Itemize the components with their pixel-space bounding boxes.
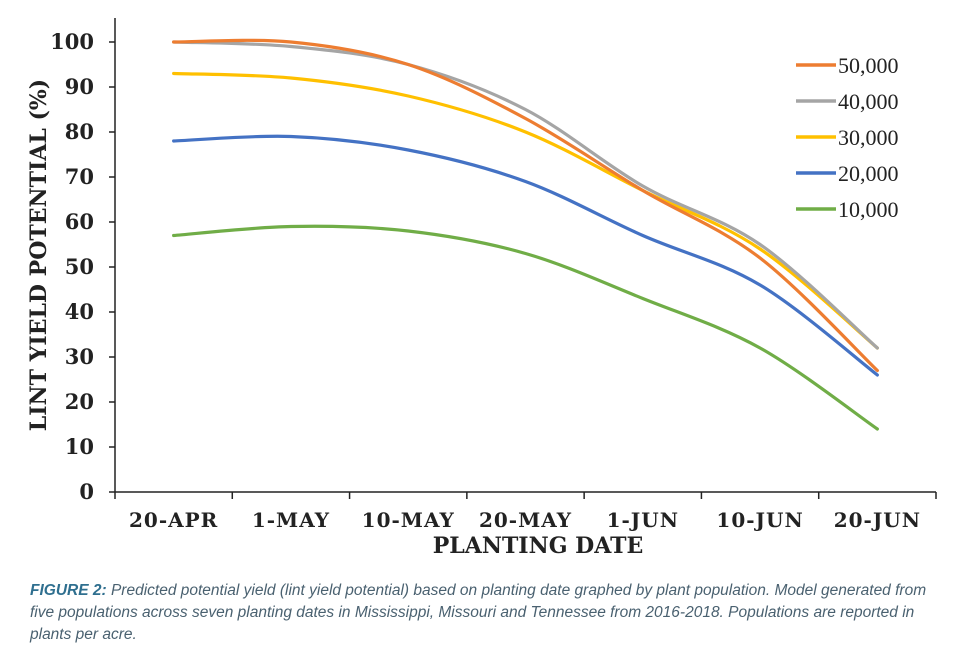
series-line-30000 xyxy=(172,71,879,350)
y-tick-label: 70 xyxy=(65,164,94,189)
y-tick-label: 50 xyxy=(65,254,94,279)
x-axis-ticks: 20-APR 1-MAY 10-MAY 20-MAY 1-JUN 10-JUN 20-JUN xyxy=(114,492,937,532)
series-line-10000 xyxy=(172,224,879,431)
figure-caption: FIGURE 2: Predicted potential yield (lin… xyxy=(30,580,930,646)
legend-label: 10,000 xyxy=(838,197,899,222)
y-tick-label: 60 xyxy=(65,209,94,234)
legend: 50,000 40,000 30,000 20,000 10,000 xyxy=(796,53,899,222)
y-axis-title: LINT YIELD POTENTIAL (%) xyxy=(26,79,52,431)
x-tick-label: 20-APR xyxy=(129,508,218,532)
legend-label: 30,000 xyxy=(838,125,899,150)
line-chart: 0 10 20 30 40 50 60 70 80 90 100 20-APR 1-MAY 10-MAY… xyxy=(26,18,937,559)
x-tick-label: 1-JUN xyxy=(607,508,679,532)
series-line-50000 xyxy=(172,38,879,373)
figure-label: FIGURE 2: xyxy=(30,582,107,599)
figure-caption-text: Predicted potential yield (lint yield po… xyxy=(30,582,927,643)
y-tick-label: 10 xyxy=(65,434,94,459)
y-tick-label: 100 xyxy=(50,29,94,54)
series-line-20000 xyxy=(172,134,879,377)
series-line-40000 xyxy=(172,40,879,350)
y-axis-ticks: 0 10 20 30 40 50 60 70 80 90 100 xyxy=(50,29,115,504)
y-tick-label: 30 xyxy=(65,344,94,369)
x-tick-label: 10-JUN xyxy=(716,508,803,532)
legend-label: 40,000 xyxy=(838,89,899,114)
x-tick-label: 10-MAY xyxy=(362,508,455,532)
y-tick-label: 20 xyxy=(65,389,94,414)
y-tick-label: 80 xyxy=(65,119,94,144)
legend-label: 50,000 xyxy=(838,53,899,78)
y-tick-label: 90 xyxy=(65,74,94,99)
legend-label: 20,000 xyxy=(838,161,899,186)
x-tick-label: 20-MAY xyxy=(479,508,572,532)
y-tick-label: 0 xyxy=(79,479,94,504)
y-tick-label: 40 xyxy=(65,299,94,324)
x-axis-title: PLANTING DATE xyxy=(433,533,644,559)
x-tick-label: 20-JUN xyxy=(834,508,921,532)
series-lines xyxy=(172,38,879,431)
x-tick-label: 1-MAY xyxy=(252,508,330,532)
